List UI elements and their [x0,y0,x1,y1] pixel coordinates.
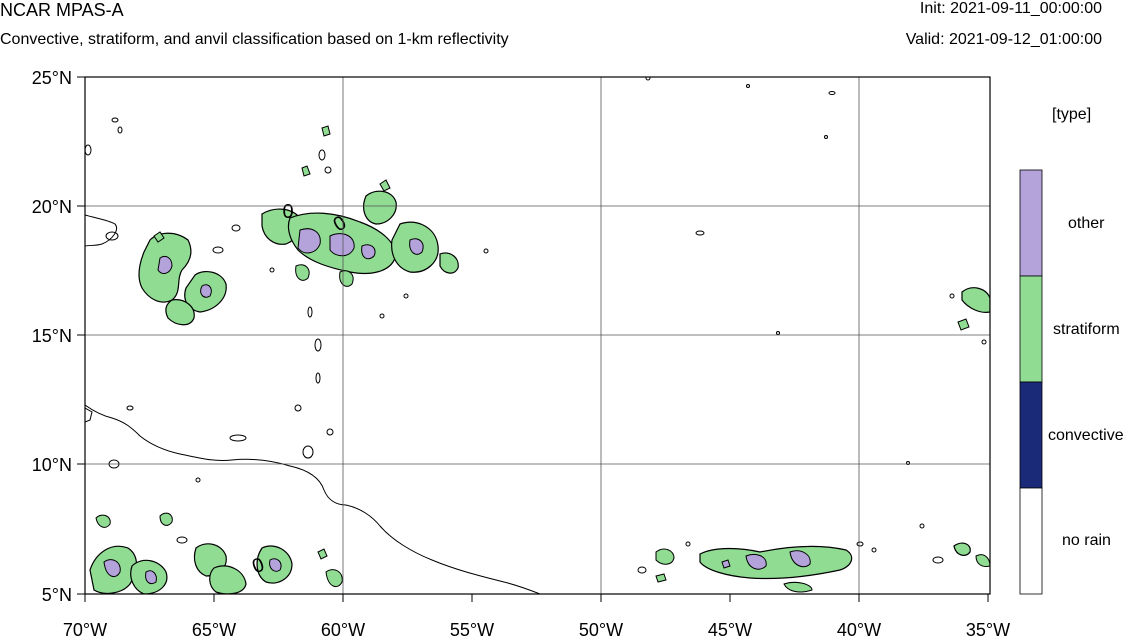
cell-cluster-west-central [261,125,459,287]
figure-title: NCAR MPAS-A [0,0,124,20]
lat-tick-15n: 15°N [32,326,72,346]
figure-subtitle: Convective, stratiform, and anvil classi… [0,31,509,48]
valid-time: Valid: 2021-09-12_01:00:00 [905,31,1102,48]
legend-label-stratiform: stratiform [1053,321,1120,338]
cell-cluster-east [953,287,990,567]
legend-title: [type] [1052,106,1092,123]
lon-tick-40w: 40°W [837,620,881,640]
lon-tick-35w: 35°W [966,620,1010,640]
scattered-contours [85,77,987,574]
cell-cluster-west-north [138,231,227,326]
lat-tick-5n: 5°N [42,585,72,605]
lon-tick-70w: 70°W [63,620,107,640]
lon-tick-50w: 50°W [579,620,623,640]
contour-label-0-a: 0 [282,201,293,223]
gridlines [85,77,990,594]
plot-frame [84,76,991,595]
lon-tick-60w: 60°W [321,620,365,640]
lat-tick-10n: 10°N [32,455,72,475]
legend-swatch-no-rain [1019,487,1043,595]
lon-tick-55w: 55°W [450,620,494,640]
longitude-labels: 70°W 65°W 60°W 55°W 50°W 45°W 40°W 35°W [63,620,1010,640]
coastlines [85,214,541,594]
legend-label-other: other [1068,215,1105,232]
precip-cells: 0 0 0 [85,77,990,594]
lat-tick-20n: 20°N [32,197,72,217]
legend-swatch-convective [1019,381,1043,489]
legend-colorbar [1019,169,1043,595]
cell-cluster-southwest [89,512,343,594]
cell-cluster-southeast [655,545,853,593]
lat-tick-25n: 25°N [32,68,72,88]
legend-swatch-stratiform [1019,275,1043,383]
legend-swatch-other [1019,169,1043,277]
lon-tick-65w: 65°W [192,620,236,640]
axis-ticks [77,76,989,602]
legend-label-convective: convective [1048,427,1124,444]
lon-tick-45w: 45°W [708,620,752,640]
latitude-labels: 25°N 20°N 15°N 10°N 5°N [32,68,72,605]
legend-label-no-rain: no rain [1062,532,1111,549]
init-time: Init: 2021-09-11_00:00:00 [919,0,1102,17]
